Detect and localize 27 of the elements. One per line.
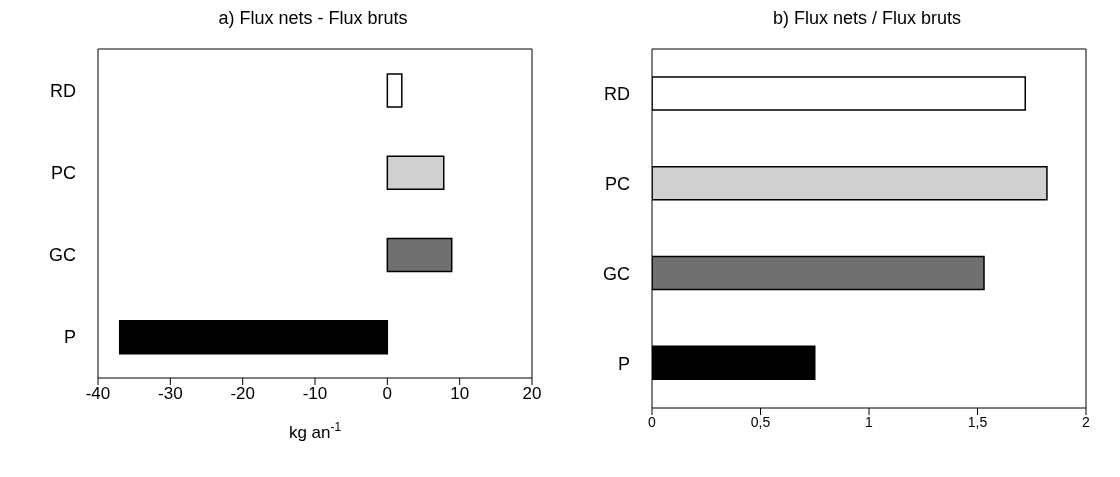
x-tick-label: -20 xyxy=(230,384,255,404)
x-tick-label: 0,5 xyxy=(750,413,771,430)
bar xyxy=(386,73,403,108)
x-tick-label: 1 xyxy=(865,413,874,430)
x-tick-label: 0 xyxy=(382,384,393,404)
y-tick-label: GC xyxy=(603,263,630,284)
bar xyxy=(386,237,453,273)
x-tick-label: 1,5 xyxy=(967,413,988,430)
x-axis-title: kg an$^{-1}$ xyxy=(288,420,342,442)
y-tick-label: PC xyxy=(50,162,76,183)
x-tick-label: -30 xyxy=(158,384,183,404)
x-tick-label: -10 xyxy=(302,384,328,404)
y-tick-label: RD xyxy=(50,80,76,101)
y-tick-label: RD xyxy=(604,84,630,105)
y-tick-label: P xyxy=(63,327,76,348)
chart-title: b) Flux nets / Flux bruts xyxy=(771,8,963,30)
y-tick-label: PC xyxy=(604,174,630,195)
y-tick-label: P xyxy=(617,353,630,374)
x-tick-label: 0 xyxy=(648,413,657,430)
x-tick-label: -40 xyxy=(85,384,111,404)
chart-title: a) Flux nets - Flux bruts xyxy=(217,8,409,30)
y-tick-label: GC xyxy=(49,245,76,266)
x-tick-label: 10 xyxy=(450,384,470,404)
x-tick-label: 2 xyxy=(1082,413,1091,430)
bar xyxy=(118,320,389,355)
x-tick-label: 20 xyxy=(522,384,542,404)
bar xyxy=(386,155,445,190)
